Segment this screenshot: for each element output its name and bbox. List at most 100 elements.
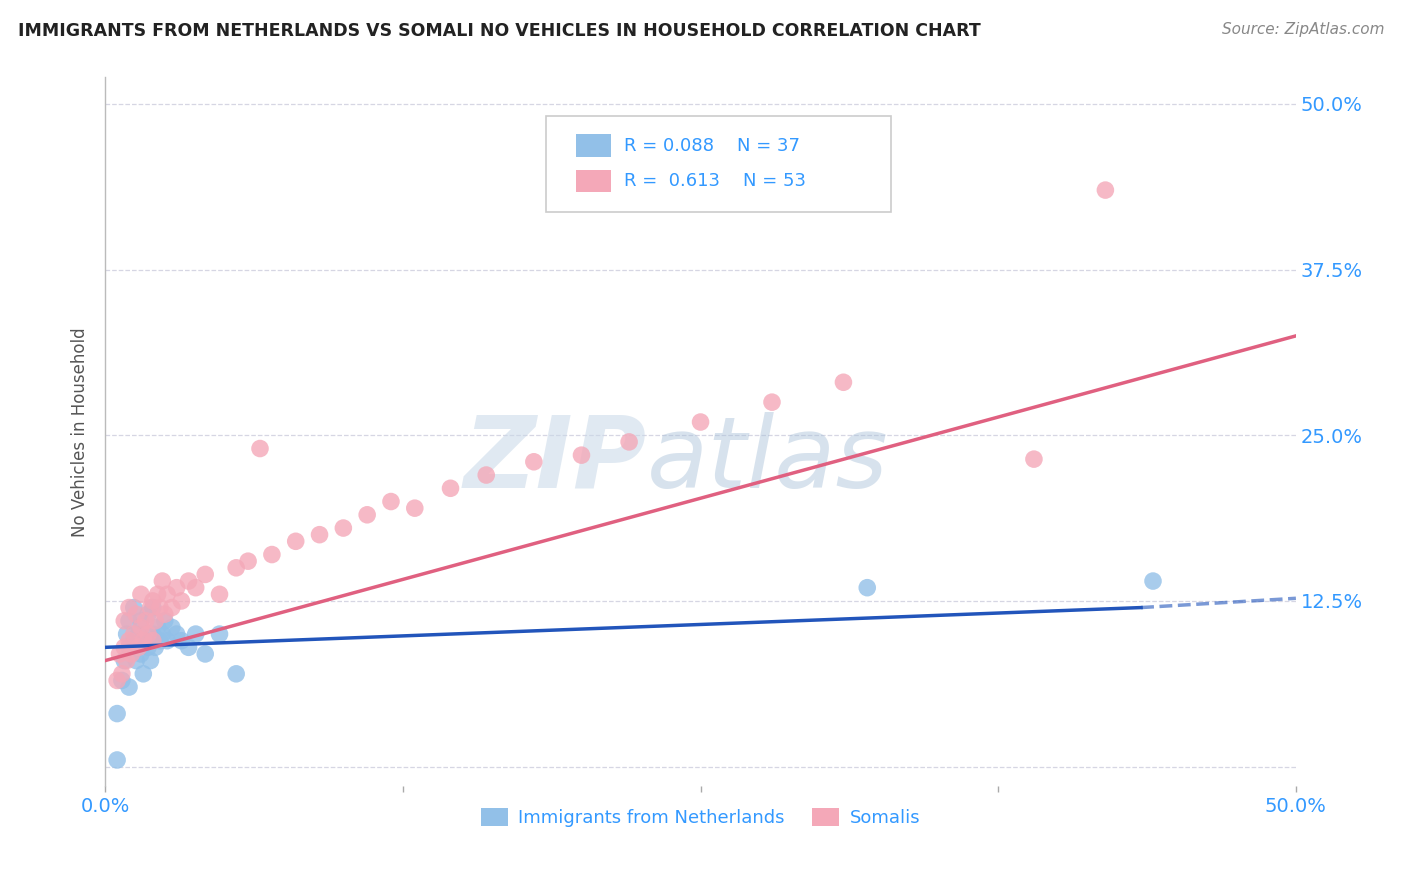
Point	[153, 607, 176, 622]
Point	[284, 534, 307, 549]
Point	[194, 647, 217, 661]
Point	[136, 627, 159, 641]
Point	[142, 627, 165, 641]
Point	[332, 521, 354, 535]
Point	[856, 581, 879, 595]
Point	[170, 633, 193, 648]
Point	[184, 581, 207, 595]
Point	[150, 627, 173, 641]
Point	[146, 620, 169, 634]
Point	[184, 627, 207, 641]
Point	[136, 640, 159, 655]
Point	[112, 614, 135, 628]
Point	[129, 614, 152, 628]
Point	[160, 620, 183, 634]
Legend: Immigrants from Netherlands, Somalis: Immigrants from Netherlands, Somalis	[474, 800, 928, 834]
Point	[166, 627, 188, 641]
Point	[115, 627, 138, 641]
Point	[118, 633, 141, 648]
Point	[153, 614, 176, 628]
Point	[132, 666, 155, 681]
Point	[260, 548, 283, 562]
Point	[135, 633, 157, 648]
Bar	[575, 169, 612, 193]
Point	[308, 527, 330, 541]
Point	[122, 627, 145, 641]
Point	[146, 587, 169, 601]
FancyBboxPatch shape	[546, 117, 891, 212]
Point	[523, 455, 546, 469]
Point	[356, 508, 378, 522]
Bar	[575, 134, 612, 157]
Point	[225, 666, 247, 681]
Point	[149, 600, 172, 615]
Point	[112, 654, 135, 668]
Text: Source: ZipAtlas.com: Source: ZipAtlas.com	[1222, 22, 1385, 37]
Point	[166, 581, 188, 595]
Point	[380, 494, 402, 508]
Point	[249, 442, 271, 456]
Point	[142, 633, 165, 648]
Point	[170, 594, 193, 608]
Point	[208, 587, 231, 601]
Point	[108, 647, 131, 661]
Point	[475, 468, 498, 483]
Point	[143, 640, 166, 655]
Point	[105, 673, 128, 688]
Point	[139, 600, 162, 615]
Point	[571, 448, 593, 462]
Point	[129, 620, 152, 634]
Point	[208, 627, 231, 641]
Point	[105, 706, 128, 721]
Point	[111, 673, 134, 688]
Point	[194, 567, 217, 582]
Point	[132, 633, 155, 648]
Point	[128, 627, 150, 641]
Point	[128, 640, 150, 655]
Point	[142, 600, 165, 615]
Point	[150, 574, 173, 588]
Point	[142, 594, 165, 608]
Point	[1022, 452, 1045, 467]
Point	[122, 600, 145, 615]
Point	[122, 633, 145, 648]
Y-axis label: No Vehicles in Household: No Vehicles in Household	[72, 327, 89, 537]
Text: atlas: atlas	[647, 412, 889, 508]
Point	[105, 753, 128, 767]
Point	[129, 647, 152, 661]
Point	[136, 607, 159, 622]
Point	[156, 587, 179, 601]
Point	[160, 600, 183, 615]
Point	[177, 574, 200, 588]
Point	[129, 587, 152, 601]
Point	[120, 647, 142, 661]
Point	[125, 654, 148, 668]
Point	[404, 501, 426, 516]
Text: ZIP: ZIP	[464, 412, 647, 508]
Point	[125, 607, 148, 622]
Point	[143, 614, 166, 628]
Point	[689, 415, 711, 429]
Point	[156, 633, 179, 648]
Point	[135, 614, 157, 628]
Point	[832, 376, 855, 390]
Point	[236, 554, 259, 568]
Point	[118, 680, 141, 694]
Point	[617, 434, 640, 449]
Point	[177, 640, 200, 655]
Point	[225, 561, 247, 575]
Point	[761, 395, 783, 409]
Point	[1142, 574, 1164, 588]
Point	[439, 481, 461, 495]
Point	[112, 640, 135, 655]
Point	[139, 654, 162, 668]
Text: R =  0.613    N = 53: R = 0.613 N = 53	[624, 172, 807, 190]
Text: R = 0.088    N = 37: R = 0.088 N = 37	[624, 136, 800, 154]
Point	[111, 666, 134, 681]
Point	[118, 600, 141, 615]
Point	[115, 654, 138, 668]
Text: IMMIGRANTS FROM NETHERLANDS VS SOMALI NO VEHICLES IN HOUSEHOLD CORRELATION CHART: IMMIGRANTS FROM NETHERLANDS VS SOMALI NO…	[18, 22, 981, 40]
Point	[118, 614, 141, 628]
Point	[118, 640, 141, 655]
Point	[1094, 183, 1116, 197]
